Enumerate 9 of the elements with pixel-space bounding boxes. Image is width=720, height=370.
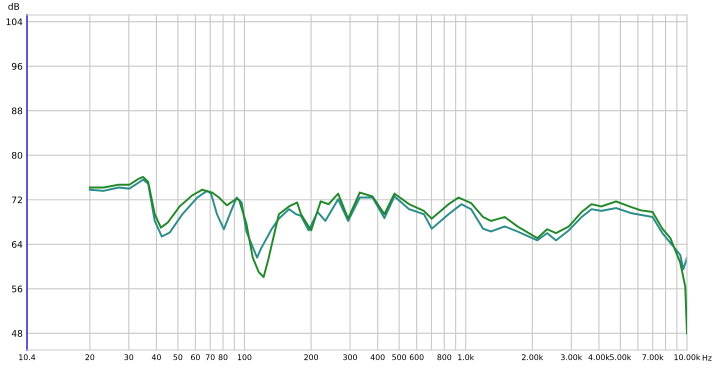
y-tick-label: 88 (12, 107, 22, 114)
y-tick-label: 80 (12, 152, 22, 159)
y-tick-label: 72 (12, 196, 22, 204)
y-tick-label: 96 (12, 62, 22, 70)
y-tick-label: 104 (6, 18, 22, 26)
y-axis-title: dB (8, 2, 20, 10)
y-tick-label: 48 (12, 330, 22, 337)
y-tick-label: 64 (12, 241, 22, 248)
y-tick-label: 56 (12, 286, 22, 292)
